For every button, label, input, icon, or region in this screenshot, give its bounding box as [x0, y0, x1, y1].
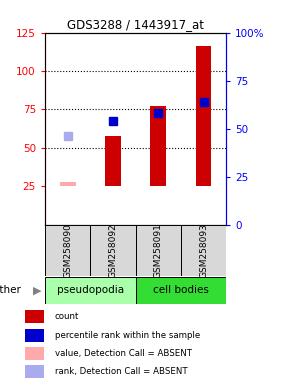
Text: ▶: ▶: [33, 285, 42, 295]
Bar: [45, 225, 90, 276]
Text: cell bodies: cell bodies: [153, 285, 209, 295]
Text: count: count: [55, 313, 79, 321]
Bar: [135, 277, 226, 304]
Bar: [196, 46, 211, 186]
Bar: [60, 182, 75, 186]
Bar: [135, 225, 181, 276]
Bar: [25, 329, 44, 341]
Bar: [25, 365, 44, 377]
Text: GSM258093: GSM258093: [199, 223, 208, 278]
Bar: [150, 106, 166, 186]
Text: GSM258091: GSM258091: [154, 223, 163, 278]
Bar: [181, 225, 226, 276]
Bar: [45, 277, 135, 304]
Text: pseudopodia: pseudopodia: [57, 285, 124, 295]
Text: GSM258092: GSM258092: [108, 223, 117, 278]
Text: value, Detection Call = ABSENT: value, Detection Call = ABSENT: [55, 349, 192, 358]
Text: percentile rank within the sample: percentile rank within the sample: [55, 331, 200, 339]
Bar: [90, 225, 135, 276]
Text: other: other: [0, 285, 22, 295]
Bar: [105, 136, 121, 186]
Bar: [25, 311, 44, 323]
Text: rank, Detection Call = ABSENT: rank, Detection Call = ABSENT: [55, 367, 188, 376]
Text: GSM258090: GSM258090: [63, 223, 72, 278]
Bar: [25, 347, 44, 359]
Title: GDS3288 / 1443917_at: GDS3288 / 1443917_at: [67, 18, 204, 31]
